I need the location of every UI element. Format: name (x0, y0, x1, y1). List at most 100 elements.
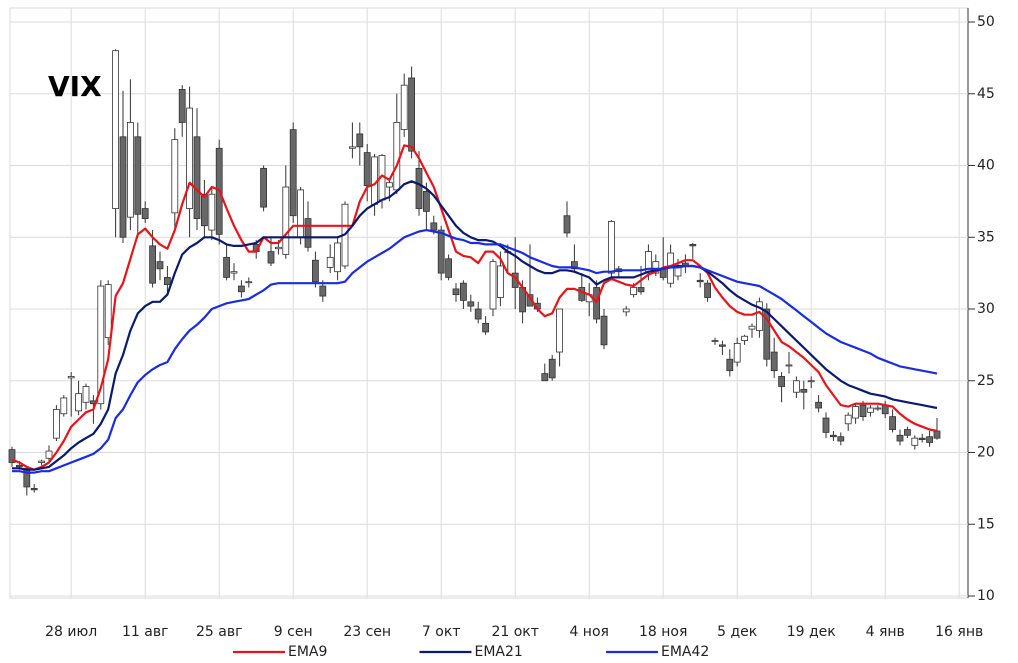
candle-body (815, 401, 822, 409)
candle-body (356, 133, 364, 148)
candle-body (674, 266, 682, 277)
marks (8, 49, 941, 496)
candle-body (859, 404, 867, 418)
candle-body (896, 434, 904, 442)
candle-body (563, 215, 571, 234)
candle-body (230, 271, 238, 274)
candle-body (622, 308, 630, 313)
candle-body (430, 222, 438, 231)
candle-body (556, 308, 563, 353)
candle-body (844, 414, 852, 425)
candle-body (689, 244, 697, 247)
candle-body (904, 429, 911, 436)
candle-body (822, 417, 830, 433)
candle-body (652, 261, 660, 274)
candle-body (852, 406, 859, 419)
candle-body (837, 436, 845, 442)
candle-body (763, 308, 771, 360)
candle-body (260, 167, 268, 208)
candle-body (134, 136, 142, 215)
x-tick-label: 4 ноя (569, 624, 609, 640)
y-tick-label: 20 (977, 445, 995, 461)
y-tick-label: 35 (977, 229, 995, 245)
candle-body (748, 325, 756, 330)
candle-body (45, 450, 53, 459)
candle-body (785, 364, 793, 367)
x-tick-label: 18 ноя (639, 624, 687, 640)
candle-body (311, 259, 319, 283)
candle-body (8, 449, 16, 463)
candle-body (208, 193, 216, 231)
candle-body (319, 285, 327, 297)
candle-body (704, 282, 711, 298)
candle-body (156, 261, 164, 270)
candle-body (889, 416, 896, 430)
candle-body (334, 242, 342, 273)
candle-body (459, 282, 467, 301)
candle-body (393, 122, 401, 191)
candle-body (933, 430, 941, 439)
candle-body (193, 136, 201, 219)
candle-body (711, 340, 719, 342)
candle-body (385, 182, 393, 188)
candle-body (830, 434, 837, 438)
legend-label: EMA9 (288, 644, 327, 660)
candle-body (15, 465, 23, 468)
candle-body (326, 256, 334, 268)
candle-body (926, 436, 933, 443)
candle-body (437, 229, 445, 274)
candle-body (874, 407, 882, 410)
candle-body (637, 287, 645, 293)
legend-label: EMA21 (475, 644, 523, 660)
x-tick-label: 11 авг (122, 624, 168, 640)
candle-body (911, 437, 919, 446)
candle-body (645, 251, 652, 274)
candle-body (23, 467, 31, 488)
x-tick-label: 16 янв (935, 624, 983, 640)
y-tick-label: 40 (977, 158, 995, 174)
candle-body (800, 388, 808, 393)
candle-body (474, 308, 482, 320)
candle-body (452, 288, 460, 296)
labels: 10 15 20 25 30 35 40 45 50 28 июл 11 авг 25 авг 9 се… (45, 14, 995, 660)
candle-body (445, 258, 453, 278)
candle-body (770, 351, 778, 372)
x-tick-label: 28 июл (45, 624, 97, 640)
candle-body (496, 265, 504, 298)
candle-body (489, 261, 497, 310)
candle-body (223, 256, 231, 278)
y-tick-label: 15 (977, 516, 995, 532)
x-tick-label: 21 окт (491, 624, 538, 640)
x-tick-label: 7 окт (422, 624, 461, 640)
candle-body (30, 487, 38, 491)
candle-body (807, 380, 815, 383)
chart-title: VIX (48, 70, 102, 103)
candle-body (304, 218, 312, 248)
x-tick-label: 5 дек (717, 624, 757, 640)
ema-line (11, 144, 938, 471)
y-tick-label: 10 (977, 588, 995, 604)
y-tick-label: 50 (977, 14, 995, 30)
candle-body (541, 373, 549, 382)
x-tick-label: 9 сен (274, 624, 313, 640)
candle-body (82, 386, 90, 403)
x-tick-label: 25 авг (196, 624, 242, 640)
candle-body (149, 245, 157, 284)
candle-body (741, 335, 748, 341)
candle-body (141, 208, 149, 219)
candle-body (571, 261, 578, 270)
candle-body (630, 287, 637, 296)
ema-line (12, 229, 938, 474)
candle-body (112, 50, 119, 209)
grid (10, 8, 975, 598)
candle-body (97, 285, 105, 405)
candle-body (363, 152, 371, 186)
candle-body (60, 397, 68, 415)
candle-body (867, 407, 874, 413)
candle-body (593, 287, 600, 320)
candle-body (422, 190, 430, 212)
candle-body (67, 376, 75, 379)
candle-body (186, 107, 194, 209)
candle-body (408, 77, 416, 152)
candle-body (200, 193, 208, 227)
